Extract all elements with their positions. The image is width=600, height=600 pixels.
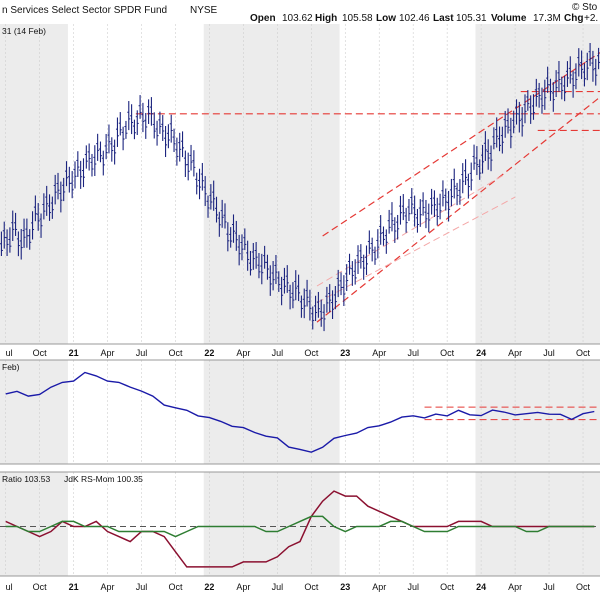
x-tick-label: Apr <box>372 582 386 592</box>
low-label: Low <box>376 13 396 24</box>
open-label: Open <box>250 13 276 24</box>
low-value: 102.46 <box>399 13 430 24</box>
x-tick-label: ul <box>6 348 13 358</box>
x-tick-label: 22 <box>204 348 214 358</box>
last-label: Last <box>433 13 454 24</box>
high-label: High <box>315 13 337 24</box>
x-tick-label: Apr <box>372 348 386 358</box>
x-axis-price: ul Oct 21 Apr Jul Oct 22 Apr Jul Oct 23 Apr Jul Oct 24… <box>6 348 591 358</box>
rrg-label-mom: JdK RS-Mom 100.35 <box>64 474 143 484</box>
watermark: © Sto <box>572 2 598 13</box>
x-tick-label: 24 <box>476 348 486 358</box>
chg-label: Chg <box>564 13 583 24</box>
x-tick-label: Oct <box>168 348 183 358</box>
x-tick-label: Apr <box>508 582 522 592</box>
x-tick-label: Oct <box>168 582 183 592</box>
header-bar: n Services Select Sector SPDR Fund NYSE … <box>2 2 598 24</box>
channel-lower-line <box>316 96 600 323</box>
x-tick-label: Oct <box>576 582 591 592</box>
symbol-title: n Services Select Sector SPDR Fund <box>2 5 167 16</box>
x-tick-label: 21 <box>69 582 79 592</box>
year-shade-band-0 <box>0 360 68 464</box>
rs-panel: Feb) <box>0 359 600 465</box>
x-tick-label: 21 <box>69 348 79 358</box>
x-tick-label: 23 <box>340 348 350 358</box>
x-tick-label: Jul <box>136 348 148 358</box>
x-tick-label: 23 <box>340 582 350 592</box>
price-panel-label: 31 (14 Feb) <box>2 26 46 36</box>
rrg-label-ratio: Ratio 103.53 <box>2 474 50 484</box>
rs-momentum-line <box>5 515 595 538</box>
high-value: 105.58 <box>342 13 373 24</box>
x-tick-label: Oct <box>576 348 591 358</box>
x-tick-label: Jul <box>407 348 419 358</box>
channel-mid-line <box>316 174 505 287</box>
x-tick-label: Apr <box>236 348 250 358</box>
x-tick-label: Jul <box>543 582 555 592</box>
x-tick-label: Oct <box>33 582 48 592</box>
open-value: 103.62 <box>282 13 313 24</box>
rs-line <box>5 371 595 453</box>
x-tick-label: Jul <box>272 582 284 592</box>
x-axis-bottom: ul Oct 21 Apr Jul Oct 22 Apr Jul Oct 23 Apr Jul Oct 24… <box>6 582 591 592</box>
volume-label: Volume <box>491 13 527 24</box>
x-tick-label: Jul <box>543 348 555 358</box>
x-tick-label: Oct <box>304 582 319 592</box>
price-panel: 31 (14 Feb) <box>0 24 600 345</box>
x-tick-label: ul <box>6 582 13 592</box>
x-tick-label: Jul <box>407 582 419 592</box>
rs-panel-label: Feb) <box>2 362 20 372</box>
rrg-panel: Ratio 103.53 JdK RS-Mom 100.35 <box>0 471 600 577</box>
last-value: 105.31 <box>456 13 487 24</box>
exchange-label: NYSE <box>190 5 218 16</box>
chg-value: +2. <box>584 13 598 24</box>
year-shade-band-2 <box>203 24 340 344</box>
x-tick-label: Apr <box>508 348 522 358</box>
x-tick-label: 22 <box>204 582 214 592</box>
x-tick-label: Apr <box>101 582 115 592</box>
channel-inner-line <box>316 196 516 304</box>
x-tick-label: Oct <box>440 348 455 358</box>
x-tick-label: Jul <box>136 582 148 592</box>
year-shade-band-2 <box>203 360 340 464</box>
x-tick-label: Oct <box>440 582 455 592</box>
x-tick-label: Apr <box>236 582 250 592</box>
year-shade-band-4 <box>475 24 600 344</box>
x-tick-label: Oct <box>33 348 48 358</box>
x-tick-label: Jul <box>272 348 284 358</box>
year-shade-band-4 <box>475 472 600 576</box>
x-tick-label: Apr <box>101 348 115 358</box>
year-shade-band-2 <box>203 472 340 576</box>
x-tick-label: 24 <box>476 582 486 592</box>
volume-value: 17.3M <box>533 13 561 24</box>
x-tick-label: Oct <box>304 348 319 358</box>
